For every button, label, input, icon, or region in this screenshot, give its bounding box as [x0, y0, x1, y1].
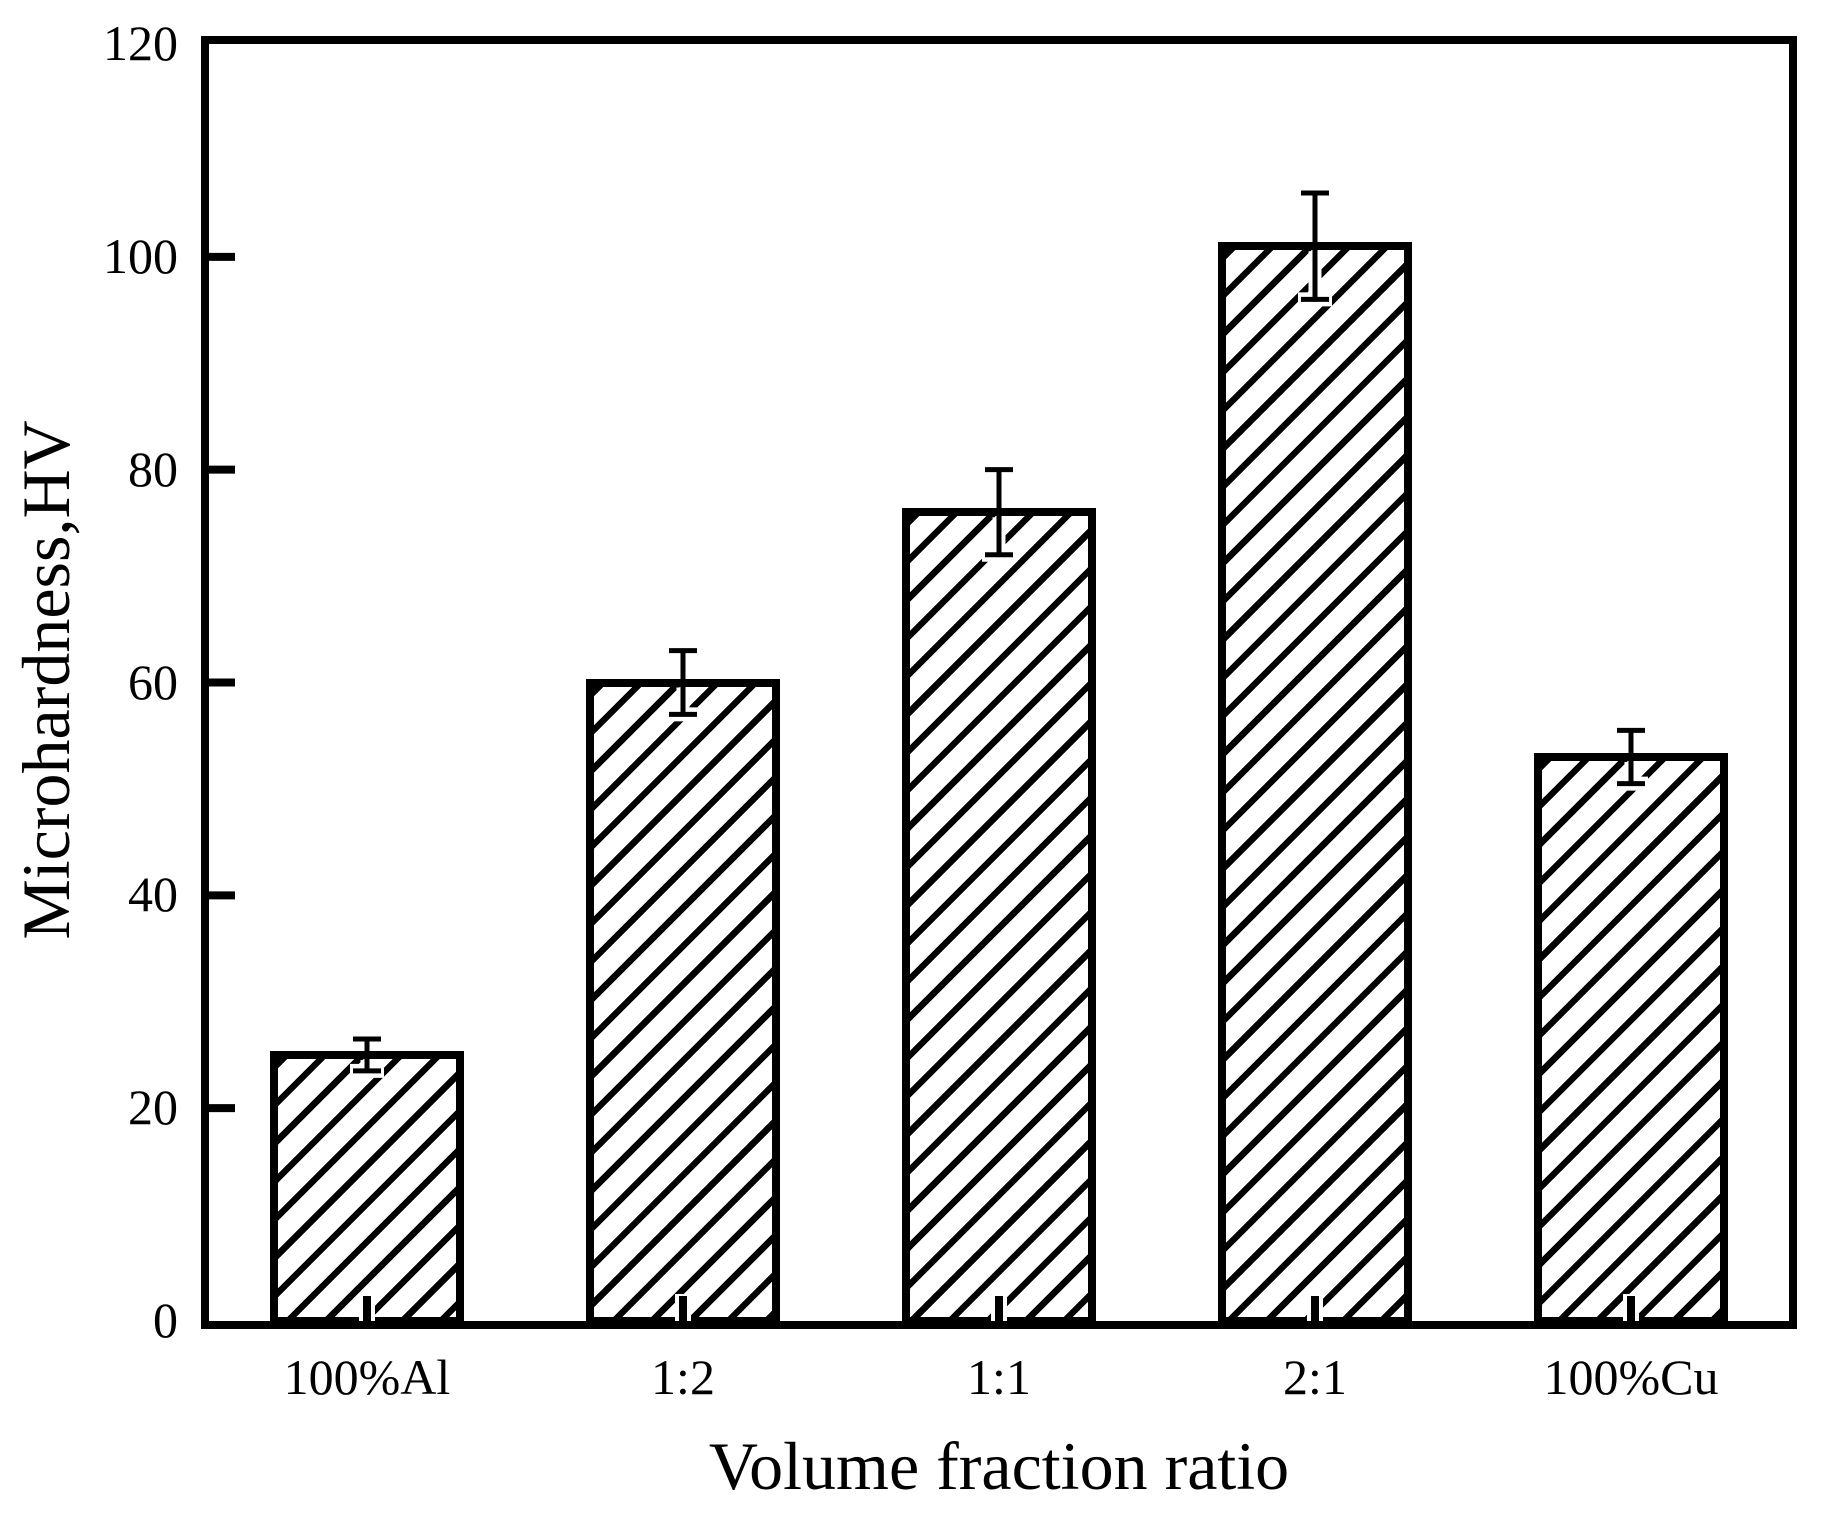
bar-2:1	[1218, 242, 1412, 1325]
y-tick-label: 80	[128, 440, 178, 497]
x-tick-label-2:1: 2:1	[1283, 1349, 1347, 1405]
bar-100%Al	[270, 1050, 464, 1325]
y-tick-label: 60	[128, 653, 178, 710]
y-axis-title: Microhardness,HV	[8, 420, 84, 940]
y-tick-label: 120	[103, 15, 178, 71]
y-tick-label: 20	[128, 1079, 178, 1136]
x-tick-label-1:2: 1:2	[651, 1349, 715, 1405]
bar-1:2	[586, 678, 780, 1325]
bar-1:1	[902, 508, 1096, 1325]
y-tick-label: 40	[128, 866, 178, 923]
bars-layer	[209, 44, 1789, 1325]
x-tick-label-100%Al: 100%Al	[283, 1349, 451, 1405]
bar-100%Cu	[1534, 752, 1728, 1325]
x-tick-label-100%Cu: 100%Cu	[1543, 1349, 1719, 1405]
x-axis-title: Volume fraction ratio	[708, 1428, 1290, 1504]
x-tick-label-1:1: 1:1	[967, 1349, 1031, 1405]
y-tick-label: 0	[153, 1292, 178, 1348]
y-tick-label: 100	[103, 227, 178, 284]
